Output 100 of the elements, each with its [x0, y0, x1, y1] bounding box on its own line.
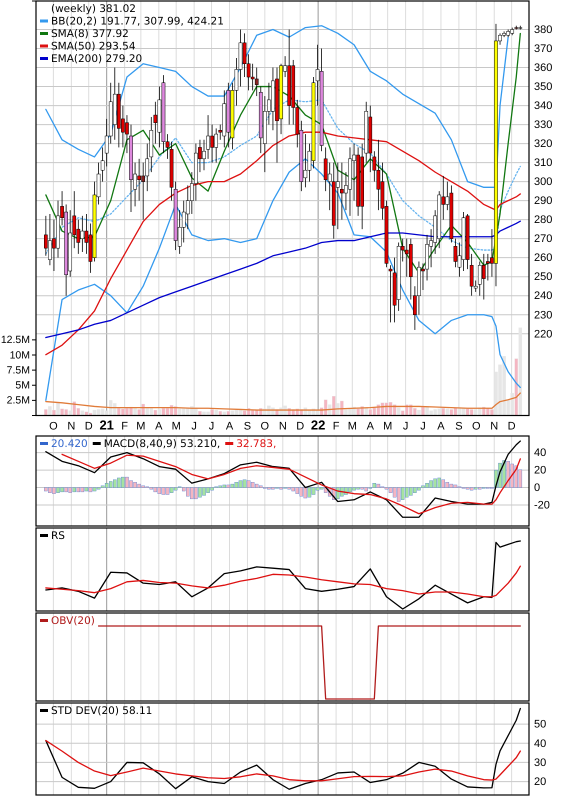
bar — [442, 480, 446, 488]
candlestick — [214, 128, 218, 164]
y2-tick-label: 2.5M — [6, 394, 30, 407]
bar — [174, 487, 178, 490]
bar — [254, 484, 258, 488]
bar — [100, 408, 104, 416]
bar — [137, 484, 141, 488]
bar — [417, 410, 421, 416]
bar — [450, 484, 454, 488]
bar — [166, 408, 170, 416]
bar — [242, 410, 246, 416]
y-tick-label: 240 — [534, 290, 552, 302]
bar — [502, 356, 506, 416]
bar — [48, 487, 52, 493]
bar — [88, 487, 92, 492]
bar — [129, 480, 133, 488]
candlestick — [304, 134, 308, 188]
y2-tick-label: 7.5M — [6, 364, 30, 376]
bar — [206, 487, 210, 493]
bar — [291, 487, 295, 492]
y-tick-label: 370 — [534, 43, 552, 56]
candlestick — [210, 124, 214, 164]
x-tick-label: A — [226, 420, 234, 432]
bar — [433, 478, 437, 488]
bar — [454, 484, 458, 488]
x-tick-label: 22 — [310, 418, 326, 432]
bar — [364, 487, 368, 492]
candlestick — [324, 147, 328, 192]
bar — [84, 487, 88, 492]
candlestick — [482, 253, 486, 300]
candlestick — [145, 143, 150, 192]
legend-label: 32.783, — [236, 438, 276, 450]
bar — [304, 487, 308, 498]
x-tick-label: S — [455, 420, 463, 432]
bar — [206, 412, 210, 416]
bar — [198, 411, 202, 416]
y-tick-label: 290 — [534, 195, 552, 208]
legend-label: SMA(50) 293.54 — [51, 40, 136, 52]
legend-label: EMA(200) 279.20 — [51, 53, 142, 65]
bar — [425, 406, 429, 416]
x-tick-label: A — [437, 420, 446, 432]
bar — [324, 400, 328, 416]
line-series — [45, 25, 509, 188]
bar — [113, 480, 117, 488]
bar — [312, 487, 316, 495]
bar — [214, 410, 218, 416]
x-tick-label: F — [332, 420, 340, 432]
bar — [466, 408, 470, 416]
bar — [518, 328, 522, 416]
legend-label: STD DEV(20) 58.11 — [51, 705, 152, 717]
bar — [117, 478, 121, 488]
bar — [429, 480, 433, 488]
y-tick-label: -20 — [534, 500, 550, 512]
bar — [300, 487, 304, 496]
x-tick-label: D — [296, 420, 304, 432]
bar — [446, 408, 450, 416]
y-tick-label: 0 — [534, 482, 540, 494]
y-tick-label: 20 — [534, 464, 546, 477]
bar — [198, 487, 202, 498]
candlestick — [254, 67, 259, 96]
candlestick — [336, 162, 340, 230]
bar — [125, 408, 129, 416]
x-tick-label: O — [472, 420, 481, 432]
bar — [234, 482, 238, 488]
legend-label: BB(20,2) 191.77, 307.99, 424.21 — [51, 16, 224, 28]
x-tick-label: F — [121, 420, 128, 432]
candlestick — [137, 158, 141, 202]
candlestick — [186, 185, 190, 230]
line-series — [45, 708, 521, 790]
bar — [450, 409, 454, 416]
bar — [376, 484, 380, 488]
line-series — [45, 99, 521, 255]
bar — [308, 487, 312, 498]
bar — [166, 487, 170, 495]
candlestick — [340, 162, 344, 220]
line-series — [45, 220, 521, 338]
bar — [446, 482, 450, 488]
bar — [396, 407, 400, 416]
bar — [396, 487, 400, 502]
y2-tick-label: 10M — [10, 349, 30, 362]
bar — [352, 487, 356, 490]
bar — [409, 487, 413, 496]
bar — [162, 408, 166, 416]
x-tick-label: N — [278, 420, 287, 432]
candlestick — [141, 162, 146, 220]
bar — [133, 482, 137, 488]
bar — [506, 461, 510, 488]
y-tick-label: 300 — [534, 176, 552, 188]
legend-label: SMA(8) 377.92 — [51, 28, 129, 40]
bar — [238, 409, 242, 416]
bar — [356, 408, 360, 416]
y-tick-label: 320 — [534, 138, 552, 150]
y-tick-label: 310 — [534, 157, 552, 170]
bar — [64, 487, 68, 492]
line-series — [45, 440, 521, 518]
y2-tick-label: 12.5M — [0, 334, 30, 346]
bar — [121, 476, 125, 488]
x-tick-label: O — [49, 420, 58, 432]
bar — [125, 476, 129, 488]
bar — [405, 487, 409, 498]
